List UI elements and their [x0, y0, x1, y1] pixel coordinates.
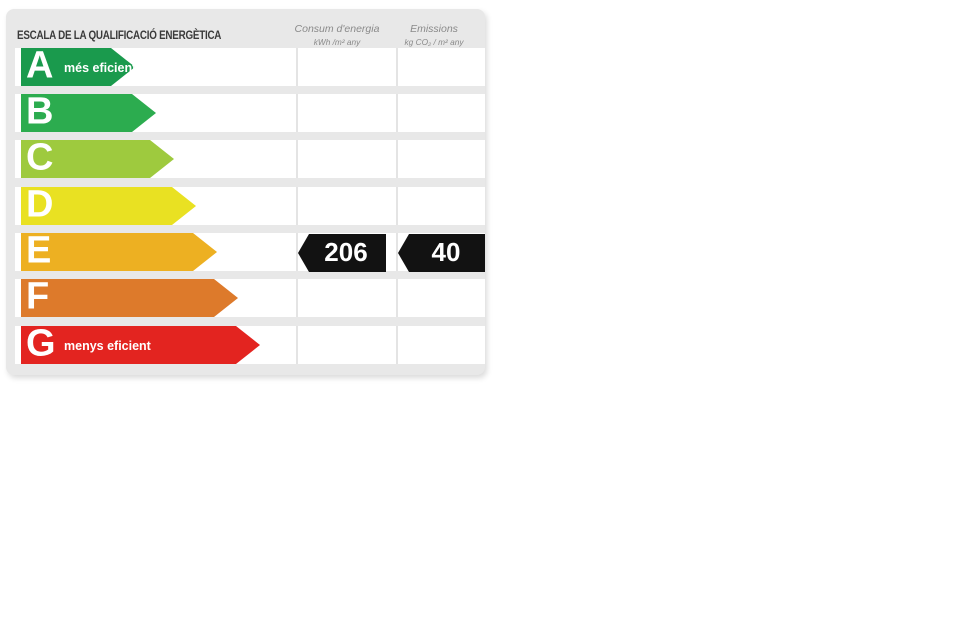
svg-text:E: E — [26, 233, 51, 271]
svg-text:40: 40 — [432, 237, 461, 267]
svg-text:C: C — [26, 140, 53, 178]
svg-text:G: G — [26, 326, 56, 364]
svg-text:206: 206 — [324, 237, 367, 267]
svg-text:F: F — [26, 279, 49, 317]
svg-text:A: A — [26, 48, 53, 86]
svg-text:D: D — [26, 187, 53, 225]
svg-text:B: B — [26, 94, 53, 132]
